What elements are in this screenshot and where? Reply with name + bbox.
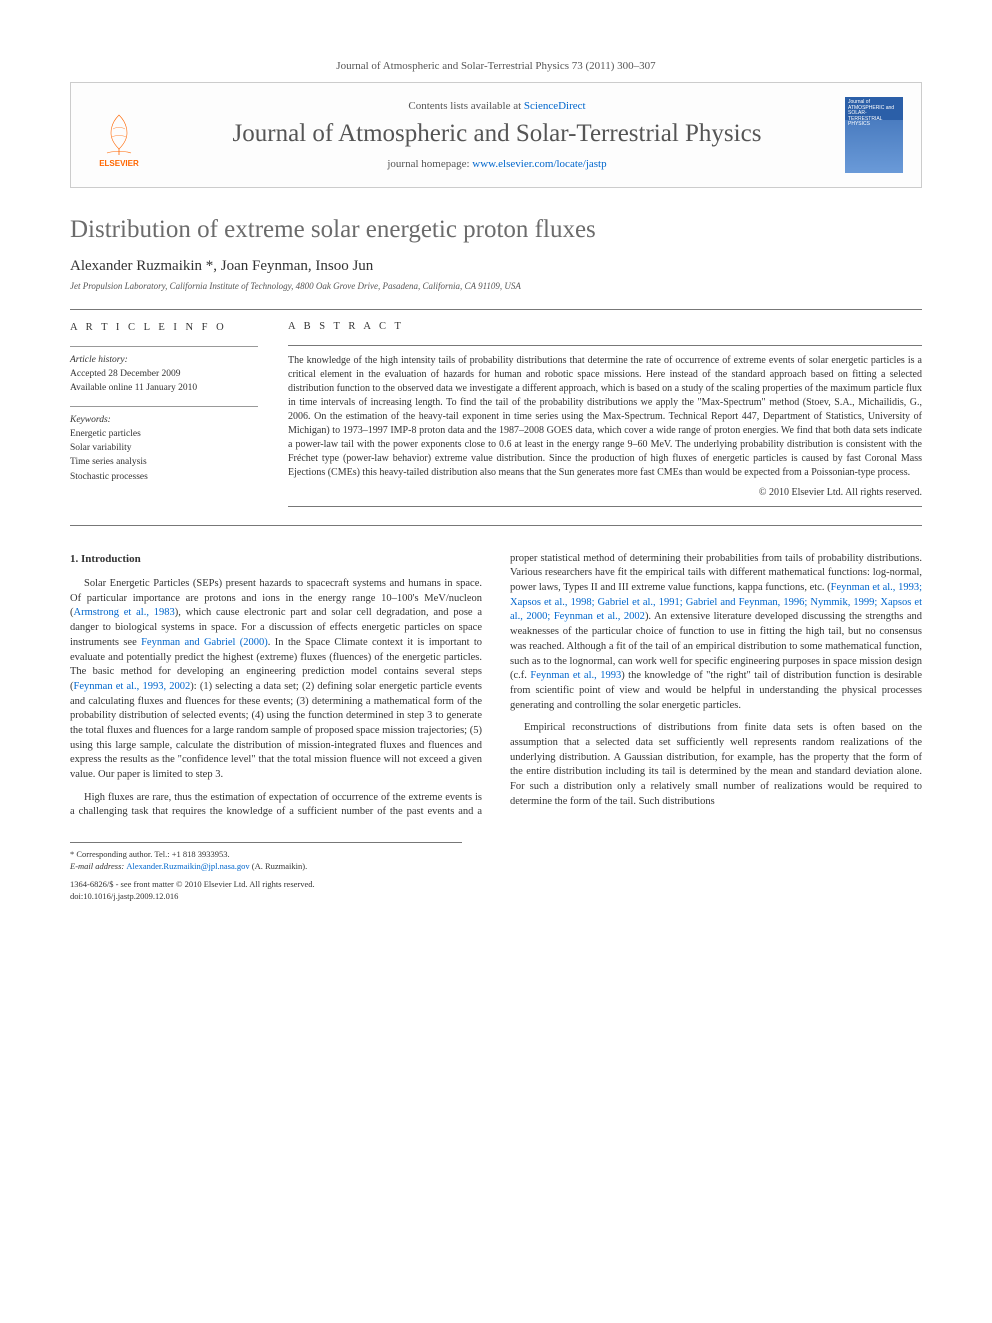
abstract-copyright: © 2010 Elsevier Ltd. All rights reserved… (288, 486, 922, 500)
doi-line: doi:10.1016/j.jastp.2009.12.016 (70, 891, 462, 903)
abstract-rule (288, 345, 922, 346)
email-suffix: (A. Ruzmaikin). (250, 861, 308, 871)
divider-bottom (70, 525, 922, 526)
history-label: Article history: (70, 353, 258, 367)
homepage-link[interactable]: www.elsevier.com/locate/jastp (472, 158, 606, 170)
email-line: E-mail address: Alexander.Ruzmaikin@jpl.… (70, 861, 462, 873)
text-run: ): (1) selecting a data set; (2) definin… (70, 681, 482, 780)
meta-row: A R T I C L E I N F O Article history: A… (70, 320, 922, 507)
running-header: Journal of Atmospheric and Solar-Terrest… (70, 60, 922, 72)
footnotes: * Corresponding author. Tel.: +1 818 393… (70, 842, 462, 903)
copyright-block: 1364-6826/$ - see front matter © 2010 El… (70, 879, 462, 903)
email-link[interactable]: Alexander.Ruzmaikin@jpl.nasa.gov (126, 861, 249, 871)
body-paragraph: Empirical reconstructions of distributio… (510, 721, 922, 809)
sciencedirect-link[interactable]: ScienceDirect (524, 100, 586, 112)
body-columns: 1. Introduction Solar Energetic Particle… (70, 552, 922, 820)
body-paragraph: Solar Energetic Particles (SEPs) present… (70, 577, 482, 783)
abstract-text: The knowledge of the high intensity tail… (288, 354, 922, 480)
elsevier-tree-icon (97, 109, 141, 157)
article-info-heading: A R T I C L E I N F O (70, 320, 258, 336)
homepage-prefix: journal homepage: (387, 158, 472, 170)
article-title: Distribution of extreme solar energetic … (70, 216, 922, 244)
citation-link[interactable]: Armstrong et al., 1983 (74, 607, 175, 618)
section-heading: 1. Introduction (70, 552, 482, 567)
journal-title: Journal of Atmospheric and Solar-Terrest… (165, 120, 829, 148)
abstract-block: A B S T R A C T The knowledge of the hig… (288, 320, 922, 507)
citation-link[interactable]: Feynman and Gabriel (2000) (141, 637, 268, 648)
article-info: A R T I C L E I N F O Article history: A… (70, 320, 258, 507)
corresponding-author: * Corresponding author. Tel.: +1 818 393… (70, 849, 462, 861)
keyword: Energetic particles (70, 427, 258, 441)
elsevier-logo: ELSEVIER (89, 102, 149, 168)
journal-banner: ELSEVIER Contents lists available at Sci… (70, 82, 922, 188)
elsevier-wordmark: ELSEVIER (99, 159, 139, 168)
page: Journal of Atmospheric and Solar-Terrest… (0, 0, 992, 943)
journal-cover-thumbnail: Journal of ATMOSPHERIC and SOLAR-TERREST… (845, 97, 903, 173)
issn-line: 1364-6826/$ - see front matter © 2010 El… (70, 879, 462, 891)
keyword: Stochastic processes (70, 470, 258, 484)
affiliation: Jet Propulsion Laboratory, California In… (70, 281, 922, 291)
keyword: Solar variability (70, 441, 258, 455)
contents-prefix: Contents lists available at (408, 100, 523, 112)
banner-center: Contents lists available at ScienceDirec… (165, 100, 829, 170)
authors-line: Alexander Ruzmaikin *, Joan Feynman, Ins… (70, 258, 922, 275)
keywords-label: Keywords: (70, 413, 258, 427)
abstract-heading: A B S T R A C T (288, 320, 922, 335)
accepted-date: Accepted 28 December 2009 (70, 367, 258, 381)
citation-link[interactable]: Feynman et al., 1993 (530, 670, 621, 681)
mini-rule-1 (70, 346, 258, 347)
mini-rule-2 (70, 406, 258, 407)
email-label: E-mail address: (70, 861, 126, 871)
divider-top (70, 309, 922, 310)
citation-link[interactable]: Feynman et al., 1993, 2002 (74, 681, 191, 692)
abstract-rule-bottom (288, 506, 922, 507)
online-date: Available online 11 January 2010 (70, 381, 258, 395)
keyword: Time series analysis (70, 455, 258, 469)
homepage-line: journal homepage: www.elsevier.com/locat… (165, 158, 829, 170)
contents-line: Contents lists available at ScienceDirec… (165, 100, 829, 112)
